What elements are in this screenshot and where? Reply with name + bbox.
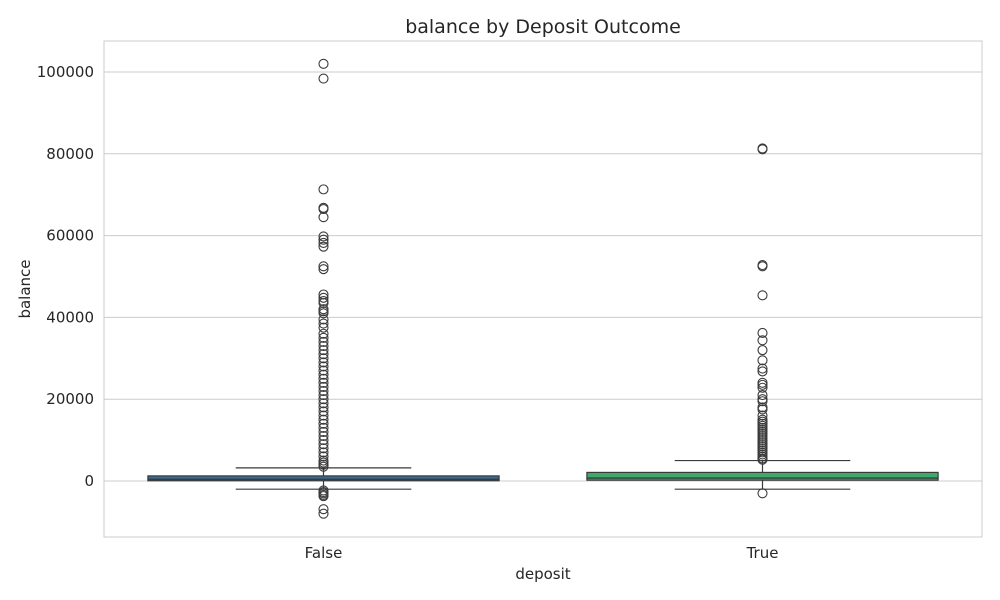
outlier-point	[318, 298, 329, 309]
outlier-point	[318, 439, 329, 450]
outlier-point	[757, 345, 768, 356]
outlier-point	[318, 410, 329, 421]
outlier-point	[318, 426, 329, 437]
y-tick-label: 60000	[46, 227, 94, 245]
outlier-point	[318, 406, 329, 417]
outlier-point	[757, 261, 768, 272]
outlier-point	[318, 318, 329, 329]
outlier-point	[318, 398, 329, 409]
outlier-point	[318, 504, 329, 515]
outlier-point	[318, 58, 329, 69]
outlier-point	[757, 290, 768, 301]
outlier-point	[318, 292, 329, 303]
y-tick-label: 0	[84, 472, 94, 490]
boxes	[147, 58, 939, 519]
outlier-point	[318, 237, 329, 249]
y-axis-label: balance	[16, 259, 34, 318]
outlier-point	[318, 184, 329, 195]
outlier-point	[318, 390, 329, 401]
chart-title: balance by Deposit Outcome	[405, 16, 681, 38]
outlier-point	[318, 414, 329, 425]
outlier-point	[318, 340, 329, 352]
outlier-point	[318, 357, 329, 368]
outlier-point	[757, 488, 768, 499]
plot-frame	[103, 40, 983, 538]
outlier-point	[318, 381, 329, 392]
outlier-point	[318, 241, 329, 252]
outlier-point	[757, 410, 768, 421]
iqr-box	[147, 475, 500, 482]
outlier-point	[757, 355, 768, 366]
outlier-point	[318, 328, 329, 339]
outlier-point	[318, 373, 329, 384]
outlier-point	[757, 335, 768, 346]
y-tick-label: 80000	[46, 145, 94, 163]
outlier-point	[318, 418, 329, 429]
y-tick-label: 20000	[46, 390, 94, 408]
gridlines	[104, 71, 982, 482]
outlier-point	[318, 308, 329, 319]
outlier-point	[318, 234, 329, 245]
outlier-point	[318, 264, 329, 275]
outlier-point	[318, 385, 329, 397]
outlier-point	[318, 443, 329, 454]
outlier-point	[757, 366, 768, 377]
y-tick-label: 40000	[46, 308, 94, 326]
outlier-point	[318, 314, 329, 325]
outlier-point	[318, 261, 329, 272]
outlier-point	[757, 396, 768, 407]
outlier-point	[318, 491, 329, 502]
outlier-point	[318, 461, 329, 472]
x-tick-label: True	[746, 544, 779, 562]
outlier-point	[757, 390, 768, 401]
outlier-point	[318, 345, 329, 356]
outlier-point	[757, 327, 768, 338]
outlier-point	[318, 212, 329, 223]
outlier-point	[318, 369, 329, 380]
outlier-point	[318, 447, 329, 458]
outlier-point	[318, 451, 329, 462]
outlier-point	[318, 377, 329, 388]
outlier-point	[318, 394, 329, 405]
outlier-point	[318, 231, 329, 242]
outlier-point	[318, 402, 329, 413]
outlier-point	[757, 404, 768, 415]
iqr-box	[586, 471, 939, 481]
outlier-point	[757, 379, 768, 390]
x-tick-label: False	[305, 544, 343, 562]
outlier-point	[757, 382, 768, 393]
outlier-point	[318, 332, 329, 343]
outlier-point	[318, 349, 329, 360]
outlier-point	[757, 454, 768, 465]
outlier-point	[318, 203, 329, 215]
outlier-point	[318, 422, 329, 433]
outlier-point	[318, 336, 329, 347]
outlier-point	[318, 73, 329, 84]
box-true	[586, 143, 939, 499]
outlier-point	[318, 508, 329, 519]
outlier-point	[318, 353, 329, 364]
y-axis-ticks: 0 20000 40000 60000 80000 100000	[37, 63, 94, 490]
outlier-point	[318, 361, 329, 372]
box-false	[147, 58, 500, 519]
outlier-point	[318, 322, 329, 333]
outlier-point	[757, 144, 768, 155]
outlier-point	[318, 430, 329, 442]
outlier-point	[318, 435, 329, 446]
outlier-point	[757, 363, 768, 374]
x-axis-ticks: False True	[305, 544, 779, 562]
y-tick-label: 100000	[37, 63, 94, 81]
outlier-point	[318, 365, 329, 376]
x-axis-label: deposit	[515, 565, 570, 583]
